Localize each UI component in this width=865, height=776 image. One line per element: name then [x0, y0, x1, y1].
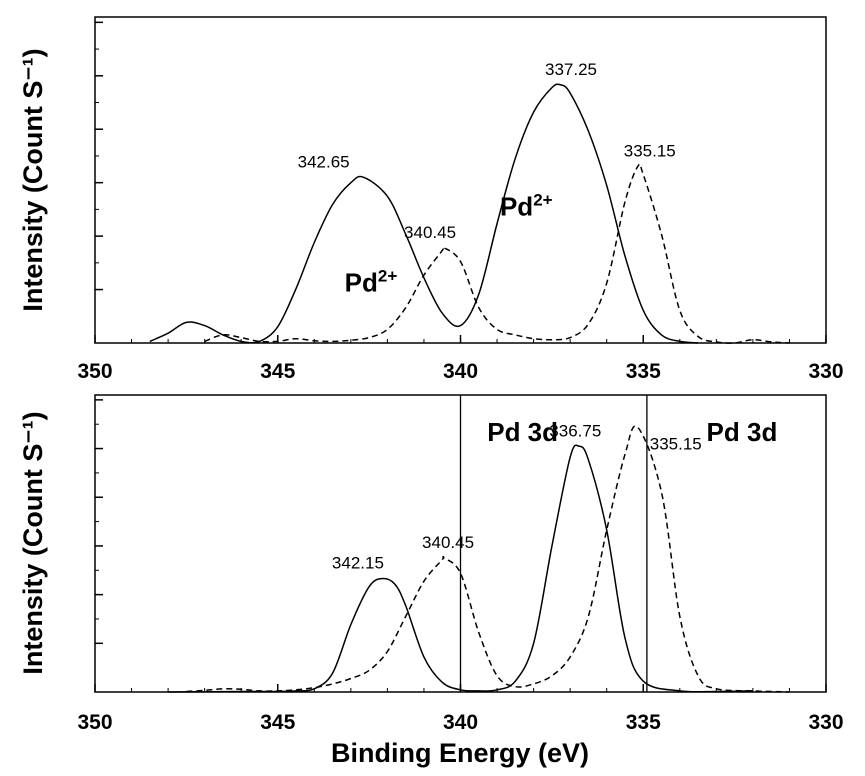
- x-tick-label: 350: [77, 711, 112, 734]
- panel-annotation: Pd 3d: [487, 417, 558, 447]
- peak-label: 336.75: [549, 421, 601, 440]
- y-axis-label-bottom: Intensity (Count S⁻¹): [18, 411, 48, 674]
- x-tick-label: 345: [260, 360, 295, 383]
- x-tick-label: 335: [626, 711, 661, 734]
- peak-label: 340.45: [422, 533, 474, 552]
- x-axis-label: Binding Energy (eV): [331, 738, 589, 768]
- x-tick-label: 330: [808, 360, 843, 383]
- panel-top: 350 345 340 335 330 342.65 340.45 337.25 335.15 P…: [77, 16, 844, 383]
- panel-bottom: 350 345 340 335 330 342.15 340.45 336.75 335.15 P…: [77, 394, 844, 734]
- series-dashed-line: [186, 425, 790, 693]
- peak-label: 342.15: [332, 554, 384, 573]
- x-tick-label: 330: [808, 711, 843, 734]
- x-tick-label: 350: [77, 360, 112, 383]
- panel-annotation: Pd2+: [500, 190, 553, 221]
- series-solid-line: [149, 83, 699, 344]
- x-tick-label: 335: [626, 360, 661, 383]
- peak-label: 340.45: [404, 223, 456, 242]
- x-tick-label: 340: [443, 711, 478, 734]
- peak-label: 335.15: [624, 141, 676, 160]
- series-solid-line: [168, 444, 753, 693]
- peak-label: 342.65: [298, 152, 350, 171]
- peak-label: 337.25: [545, 60, 597, 79]
- x-tick-label: 345: [260, 711, 295, 734]
- peak-label: 335.15: [650, 434, 702, 453]
- series-dashed-line: [204, 163, 790, 344]
- y-axis-label-top: Intensity (Count S⁻¹): [18, 48, 48, 311]
- panel-annotation: Pd 3d: [707, 417, 778, 447]
- plot-frame: [94, 16, 827, 344]
- panel-annotation: Pd2+: [345, 266, 398, 297]
- x-tick-label: 340: [443, 360, 478, 383]
